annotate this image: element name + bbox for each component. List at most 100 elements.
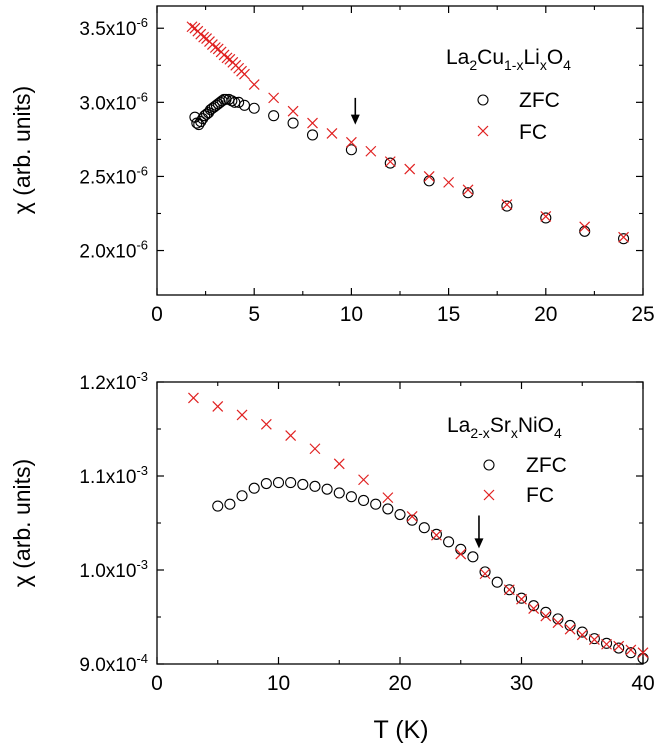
data-point-fc xyxy=(576,629,588,641)
x-tick-label: 20 xyxy=(534,303,557,326)
data-point-fc xyxy=(248,79,260,90)
data-point-zfc xyxy=(345,144,357,156)
data-point-zfc xyxy=(579,225,591,237)
data-point-zfc xyxy=(233,96,245,108)
y-tick-label: 1.2x10-3 xyxy=(79,369,148,394)
data-point-zfc xyxy=(576,626,588,638)
data-point-fc xyxy=(404,163,416,175)
plot-frame xyxy=(156,381,644,665)
data-point-zfc xyxy=(600,637,613,649)
x-tick-label: 0 xyxy=(151,303,163,326)
bottom-legend-fc-label: FC xyxy=(526,484,554,507)
bottom-legend-title: La2-xSrxNiO4 xyxy=(447,414,562,441)
data-point-zfc xyxy=(418,522,430,534)
data-point-fc xyxy=(268,92,280,104)
data-point-zfc xyxy=(528,600,540,612)
data-point-fc xyxy=(443,176,455,188)
data-point-fc xyxy=(455,548,467,560)
data-point-fc xyxy=(423,171,435,182)
data-point-fc xyxy=(540,610,552,622)
data-point-zfc xyxy=(195,116,207,128)
data-point-zfc xyxy=(455,543,467,555)
data-point-zfc xyxy=(625,647,637,659)
data-point-zfc xyxy=(321,483,333,495)
data-point-fc xyxy=(625,644,637,656)
data-point-fc xyxy=(209,42,221,53)
data-point-fc xyxy=(260,418,272,430)
data-point-zfc xyxy=(238,99,251,111)
data-point-fc xyxy=(516,593,527,605)
data-point-zfc xyxy=(540,212,552,224)
data-point-zfc xyxy=(297,478,309,491)
data-point-fc xyxy=(479,568,491,580)
y-tick-label: 2.0x10-6 xyxy=(79,238,148,263)
y-tick-label: 2.5x10-6 xyxy=(79,163,148,188)
data-point-fc xyxy=(564,623,576,635)
data-point-zfc xyxy=(479,566,491,578)
x-tick-label: 20 xyxy=(388,672,411,695)
bottom-plot-area: 0 10 20 30 40 9.0x10-4 1.0x10-3 1.1x10-3 1.2x10-… xyxy=(9,369,655,695)
data-point-zfc xyxy=(443,536,455,548)
data-point-fc xyxy=(188,392,199,404)
data-point-fc xyxy=(365,145,377,157)
data-point-fc xyxy=(287,105,299,117)
data-point-fc xyxy=(358,474,369,486)
data-point-fc xyxy=(613,640,625,652)
data-point-zfc xyxy=(564,619,576,632)
data-point-fc xyxy=(212,401,224,412)
data-point-zfc xyxy=(540,606,552,618)
data-point-fc xyxy=(462,184,474,196)
data-point-zfc xyxy=(462,187,474,199)
data-point-fc xyxy=(326,128,338,139)
data-point-zfc xyxy=(370,498,382,510)
x-axis-title: T (K) xyxy=(373,716,428,744)
bottom-legend: La2-xSrxNiO4 ZFC FC xyxy=(447,414,567,507)
data-point-zfc xyxy=(467,551,479,563)
data-point-zfc xyxy=(248,102,260,114)
data-point-zfc xyxy=(423,175,435,187)
data-point-fc xyxy=(198,31,210,43)
data-point-zfc xyxy=(515,592,528,604)
data-point-zfc xyxy=(491,576,503,588)
data-point-fc xyxy=(552,617,564,629)
data-point-fc xyxy=(382,492,394,504)
data-point-zfc xyxy=(309,480,321,492)
data-point-zfc xyxy=(357,494,370,506)
arrow-marker xyxy=(350,97,360,125)
data-point-fc xyxy=(579,221,591,233)
x-tick-label: 10 xyxy=(267,672,290,695)
data-point-zfc xyxy=(306,129,319,141)
x-tick-label: 40 xyxy=(631,672,654,695)
x-tick-label: 30 xyxy=(510,672,533,695)
data-point-fc xyxy=(601,638,612,650)
plot-frame xyxy=(156,5,644,296)
data-point-zfc xyxy=(552,613,564,625)
bottom-legend-zfc-label: ZFC xyxy=(526,454,567,477)
data-point-zfc xyxy=(406,514,418,526)
panel-top: 0 5 10 15 20 25 2.0x10-6 2.5x10-6 3.0x10-6 3.5x10… xyxy=(9,5,655,326)
data-point-fc xyxy=(528,603,540,614)
data-point-zfc xyxy=(345,491,357,503)
data-point-zfc xyxy=(384,157,396,169)
data-point-fc xyxy=(540,211,552,222)
y-axis-title: χ (arb. units) xyxy=(9,86,35,214)
data-point-zfc xyxy=(287,117,299,129)
data-point-zfc xyxy=(212,500,224,512)
top-plot-area: 0 5 10 15 20 25 2.0x10-6 2.5x10-6 3.0x10-6 3.5x10… xyxy=(9,5,655,326)
data-point-zfc xyxy=(236,490,248,502)
data-point-fc xyxy=(285,430,297,442)
data-point-fc xyxy=(501,199,513,211)
y-tick-label: 3.5x10-6 xyxy=(79,15,148,40)
data-point-fc xyxy=(384,156,396,168)
data-point-zfc xyxy=(501,200,513,212)
data-point-zfc xyxy=(382,503,394,515)
data-point-zfc xyxy=(618,233,630,245)
data-point-zfc xyxy=(193,119,205,131)
data-point-fc xyxy=(637,647,649,659)
data-point-fc xyxy=(406,510,418,522)
data-point-fc xyxy=(239,68,250,80)
data-point-zfc xyxy=(285,477,297,489)
data-point-zfc xyxy=(229,96,241,108)
data-point-fc xyxy=(588,634,600,645)
